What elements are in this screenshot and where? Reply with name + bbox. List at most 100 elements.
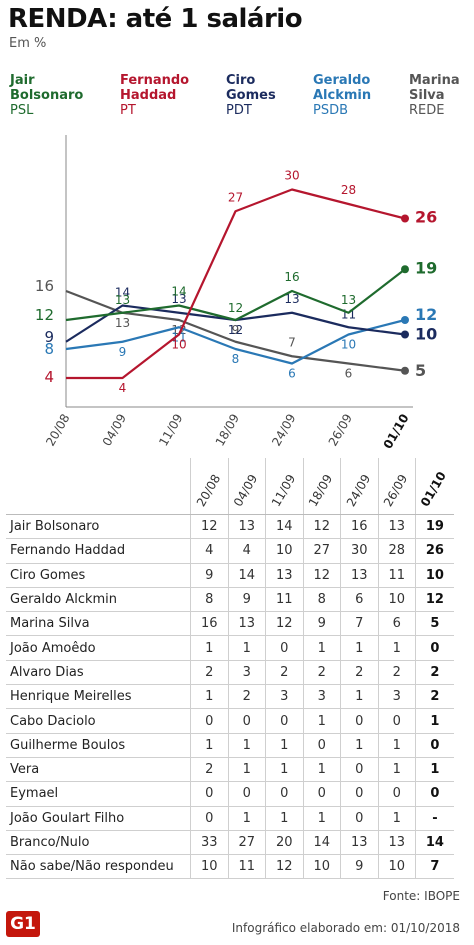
data-label: 12 — [228, 323, 243, 337]
data-label: 6 — [288, 367, 296, 381]
table-cell: 2 — [414, 660, 454, 686]
table-cell: 1 — [340, 733, 378, 758]
data-label: 4 — [44, 368, 54, 386]
data-point — [401, 214, 409, 223]
table-cell: 1 — [377, 635, 416, 661]
data-label: 7 — [288, 335, 296, 349]
table-cell: 33 — [190, 830, 228, 856]
data-label: 4 — [119, 381, 127, 395]
data-label: 13 — [171, 292, 186, 306]
table-row: Guilherme Boulos 1 1 1 0 1 1 0 — [6, 733, 454, 758]
legend-name: Fernando Haddad — [120, 73, 190, 103]
table-cell: 3 — [227, 660, 266, 686]
table-cell: 0 — [414, 733, 454, 758]
row-label: Guilherme Boulos — [6, 733, 191, 758]
table-cell: 12 — [265, 854, 303, 880]
table-cell: 12 — [302, 514, 341, 540]
table-cell: 10 — [377, 854, 416, 880]
column-header-label: 26/09 — [381, 472, 411, 509]
table-cell: 2 — [227, 684, 266, 710]
legend-item-haddad: Fernando Haddad PT — [120, 73, 189, 118]
table-cell: 0 — [227, 781, 266, 807]
table-cell: 2 — [414, 684, 454, 710]
legend-party: PDT — [226, 103, 252, 118]
table-cell: 0 — [265, 708, 303, 734]
table-cell: 1 — [190, 684, 228, 710]
table-cell: 3 — [377, 684, 416, 710]
results-table: 20/08 04/09 11/09 18/09 24/09 26/09 01/10 Jair … — [6, 458, 454, 880]
data-label: 8 — [232, 352, 240, 366]
table-cell: 14 — [302, 830, 341, 856]
row-label: Ciro Gomes — [6, 563, 191, 588]
column-header-label: 20/08 — [193, 472, 224, 509]
table-cell: - — [414, 806, 454, 831]
table-cell: 1 — [377, 733, 416, 758]
table-cell: 11 — [265, 587, 303, 613]
table-cell: 14 — [227, 563, 266, 588]
data-label: 26 — [415, 208, 437, 227]
table-cell: 1 — [227, 757, 266, 783]
table-cell: 1 — [190, 733, 228, 758]
data-label: 27 — [228, 190, 243, 204]
table-cell: 26 — [414, 538, 454, 564]
credit-note: Infográfico elaborado em: 01/10/2018 — [231, 921, 460, 935]
data-label: 10 — [415, 325, 437, 344]
table-cell: 16 — [190, 611, 228, 637]
series-line — [66, 188, 406, 380]
table-cell: 2 — [265, 660, 303, 686]
legend-party: PSL — [10, 103, 34, 118]
table-cell: 1 — [227, 806, 266, 831]
table-cell: 10 — [414, 563, 454, 588]
table-cell: 7 — [414, 854, 454, 880]
data-label: 12 — [35, 306, 54, 324]
data-label: 10 — [341, 338, 356, 352]
row-label: Cabo Daciolo — [6, 708, 191, 734]
data-label: 14 — [115, 286, 130, 300]
data-label: 16 — [35, 277, 54, 295]
legend-name: Ciro Gomes — [226, 73, 276, 103]
table-cell: 3 — [265, 684, 303, 710]
data-label: 28 — [341, 183, 356, 197]
table-cell: 9 — [227, 587, 266, 613]
table-cell: 1 — [265, 733, 303, 758]
table-row: Vera 2 1 1 1 0 1 1 — [6, 757, 454, 783]
table-cell: 2 — [190, 757, 228, 783]
table-cell: 1 — [302, 806, 341, 831]
table-row: Não sabe/Não respondeu 10 11 12 10 9 10 7 — [6, 854, 454, 880]
table-cell: 0 — [414, 635, 454, 661]
table-cell: 6 — [377, 611, 416, 637]
source-note: Fonte: IBOPE — [382, 889, 460, 903]
column-header-label: 01/10 — [417, 469, 449, 509]
data-point — [401, 265, 409, 274]
table-cell: 0 — [190, 781, 228, 807]
table-cell: 27 — [302, 538, 341, 564]
column-header: 26/09 — [377, 458, 416, 515]
table-cell: 11 — [377, 563, 416, 588]
legend-item-marina: Marina Silva REDE — [409, 73, 460, 118]
legend-party: PT — [120, 103, 136, 118]
table-cell: 1 — [414, 757, 454, 783]
row-label: João Goulart Filho — [6, 806, 191, 831]
table-cell: 16 — [340, 514, 378, 540]
data-label: 16 — [284, 270, 299, 284]
row-label: Jair Bolsonaro — [6, 514, 191, 540]
legend-party: REDE — [409, 103, 445, 118]
row-label: Henrique Meirelles — [6, 684, 191, 710]
table-cell: 14 — [414, 830, 454, 856]
data-label: 9 — [232, 323, 240, 337]
table-row: Cabo Daciolo 0 0 0 1 0 0 1 — [6, 708, 454, 734]
row-label: Eymael — [6, 781, 191, 807]
series-fernando-haddad: 4 4 10 27 30 28 26 — [44, 169, 437, 396]
table-cell: 6 — [340, 587, 378, 613]
table-header: 20/08 04/09 11/09 18/09 24/09 26/09 01/10 — [6, 458, 454, 515]
table-cell: 7 — [340, 611, 378, 637]
data-label: 13 — [284, 292, 299, 306]
table-cell: 10 — [377, 587, 416, 613]
table-cell: 1 — [265, 757, 303, 783]
table-cell: 19 — [414, 514, 454, 540]
table-row: João Amoêdo 1 1 0 1 1 1 0 — [6, 635, 454, 661]
table-cell: 0 — [377, 708, 416, 734]
table-row: Fernando Haddad 4 4 10 27 30 28 26 — [6, 538, 454, 564]
data-label: 13 — [115, 316, 130, 330]
